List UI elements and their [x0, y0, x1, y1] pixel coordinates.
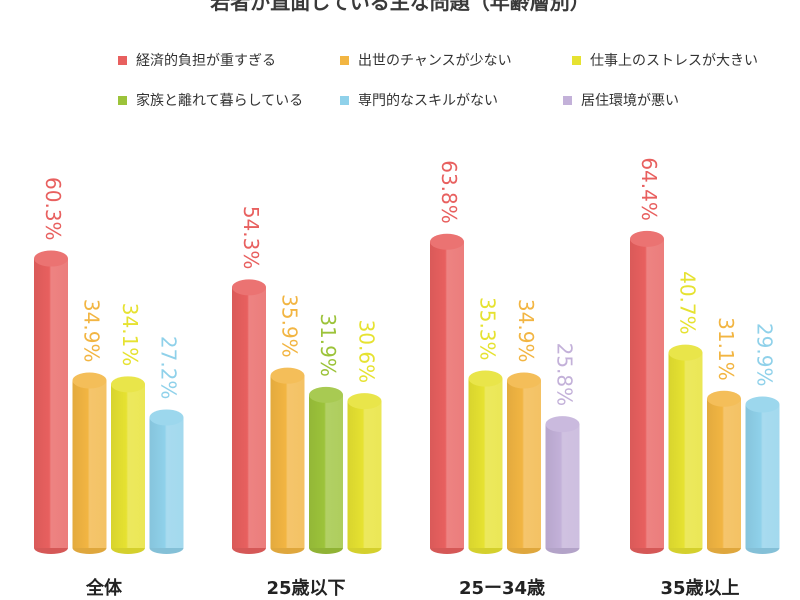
bar — [507, 372, 541, 554]
legend-label: 出世のチャンスが少ない — [358, 53, 512, 69]
bar-body — [232, 287, 266, 548]
legend-swatch — [118, 95, 127, 105]
data-label: 60.3% — [41, 177, 65, 241]
data-label: 34.9% — [80, 299, 104, 363]
bar — [232, 279, 266, 554]
group-label-25-34: 25ー34歳 — [458, 578, 546, 599]
bar-body — [72, 380, 107, 548]
legend-swatch — [563, 95, 572, 105]
data-label: 29.9% — [753, 323, 777, 387]
bar — [468, 370, 503, 554]
bar-body — [545, 424, 580, 548]
data-label: 54.3% — [239, 206, 263, 270]
data-label: 25.8% — [553, 343, 577, 407]
bar-cap — [745, 396, 780, 413]
bar-cap — [545, 416, 580, 433]
bar-cap — [309, 386, 343, 403]
bar — [668, 344, 703, 554]
legend-swatch — [340, 55, 349, 65]
bar-body — [270, 375, 305, 548]
data-label: 63.8% — [437, 160, 461, 224]
group-label-over-35: 35歳以上 — [660, 578, 740, 599]
legend-item-work-stress: 仕事上のストレスが大きい — [572, 50, 758, 70]
bar-cap — [507, 372, 541, 389]
group-label-all: 全体 — [86, 578, 122, 599]
bar — [430, 233, 464, 554]
legend-label: 専門的なスキルがない — [358, 93, 498, 109]
bar — [111, 376, 145, 554]
legend-swatch — [340, 95, 349, 105]
bar-cap — [270, 367, 305, 384]
bar-cap — [430, 233, 464, 250]
data-label: 35.3% — [476, 297, 500, 361]
bar — [347, 393, 382, 554]
bar-cap — [149, 409, 184, 426]
bar — [72, 372, 107, 554]
bar — [270, 367, 305, 554]
legend-swatch — [572, 55, 581, 65]
bar — [745, 396, 780, 554]
legend-item-living-apart: 家族と離れて暮らしている — [118, 90, 303, 110]
legend-item-poor-housing: 居住環境が悪い — [563, 90, 679, 110]
bar — [545, 416, 580, 554]
bar-body — [468, 378, 503, 548]
bar-cap — [707, 390, 741, 407]
bar-body — [309, 394, 343, 548]
bar-cap — [34, 250, 68, 267]
bar-cap — [111, 376, 145, 393]
bar-cap — [630, 230, 664, 247]
group-label-under-25: 25歳以下 — [266, 578, 346, 599]
data-label: 31.9% — [316, 313, 340, 377]
legend-label: 居住環境が悪い — [581, 93, 679, 109]
bar-cap — [668, 344, 703, 361]
bar-body — [707, 398, 741, 548]
bar — [707, 390, 741, 554]
data-label: 30.6% — [355, 320, 379, 384]
bar-cap — [232, 279, 266, 296]
legend-item-no-skills: 専門的なスキルがない — [340, 90, 498, 110]
bar-body — [347, 401, 382, 548]
data-label: 27.2% — [157, 336, 181, 400]
chart-title: 若者が直面している主な問題（年齢層別） — [210, 0, 590, 14]
data-label: 34.9% — [514, 299, 538, 363]
data-label: 64.4% — [637, 157, 661, 221]
data-label: 35.9% — [278, 294, 302, 358]
bar-cap — [72, 372, 107, 389]
legend-label: 仕事上のストレスが大きい — [590, 53, 758, 69]
legend-label: 経済的負担が重すぎる — [136, 53, 276, 69]
bar-body — [745, 404, 780, 548]
bar-body — [111, 384, 145, 548]
bar — [309, 386, 343, 554]
bar-cap — [347, 393, 382, 410]
bar — [149, 409, 184, 554]
data-label: 31.1% — [714, 317, 738, 381]
bar-body — [149, 417, 184, 548]
bar-cap — [468, 370, 503, 387]
legend-item-economic-burden: 経済的負担が重すぎる — [118, 50, 276, 70]
legend-label: 家族と離れて暮らしている — [136, 93, 304, 109]
bar-body — [630, 238, 664, 548]
legend-swatch — [118, 55, 127, 65]
data-label: 40.7% — [676, 271, 700, 335]
bar-body — [34, 258, 68, 548]
legend-item-few-promotions: 出世のチャンスが少ない — [340, 50, 512, 70]
data-label: 34.1% — [118, 303, 142, 367]
bar-body — [507, 380, 541, 548]
bar-body — [668, 352, 703, 548]
bar — [34, 250, 68, 554]
bar — [630, 230, 664, 554]
bar-body — [430, 241, 464, 548]
